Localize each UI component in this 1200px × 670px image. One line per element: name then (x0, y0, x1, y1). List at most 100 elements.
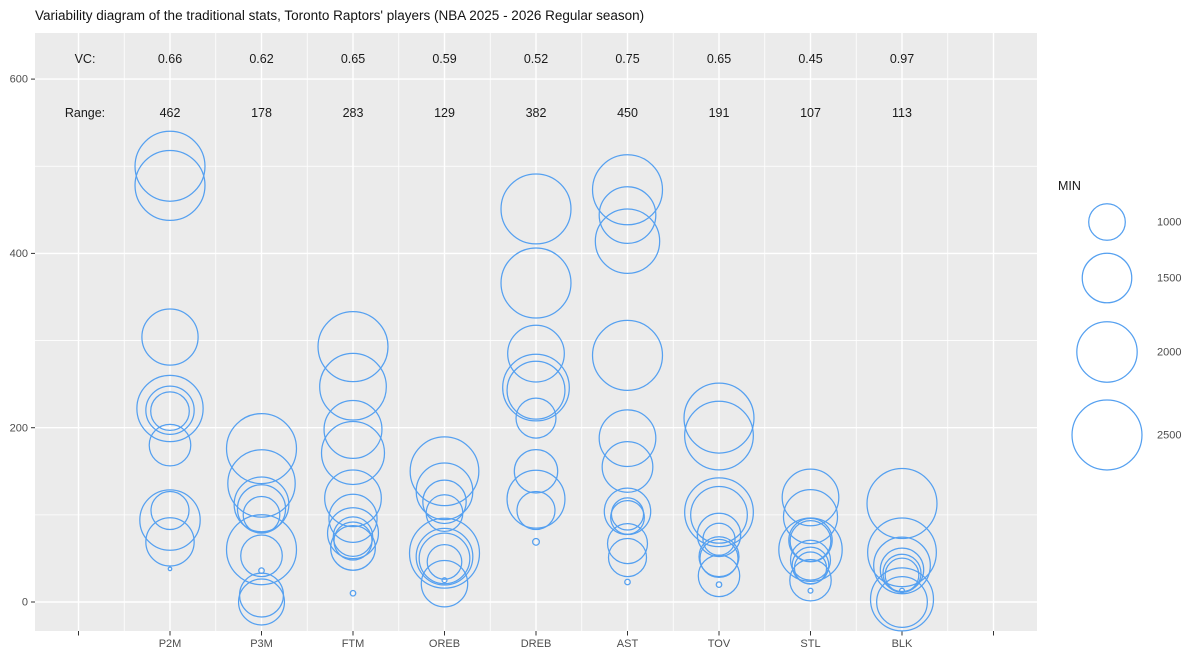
bubble (598, 409, 657, 468)
bubble (326, 507, 380, 560)
vc-value: 0.59 (432, 52, 456, 66)
legend-label: 1500 (1157, 273, 1181, 285)
x-tick-label: P2M (159, 638, 182, 650)
bubble (317, 311, 389, 383)
bubble (698, 536, 740, 578)
range-value: 113 (892, 106, 912, 120)
bubble (807, 587, 814, 594)
x-tick-label: P3M (250, 638, 273, 650)
bubble (624, 578, 631, 586)
bubble (145, 517, 195, 567)
legend-label: 2000 (1157, 347, 1181, 359)
bubble (136, 374, 204, 443)
range-value: 462 (160, 106, 181, 120)
bubble (225, 413, 298, 485)
bubble (876, 576, 928, 628)
bubble (696, 512, 742, 558)
vc-row-label: VC: (75, 52, 96, 66)
bubble (415, 527, 474, 586)
x-tick-label: FTM (342, 638, 365, 650)
bubble (789, 539, 832, 581)
vc-value: 0.65 (707, 52, 731, 66)
bubble (789, 558, 832, 602)
bubble (225, 514, 298, 586)
bubble (167, 566, 173, 572)
range-value: 191 (709, 106, 730, 120)
legend-title: MIN (1058, 179, 1081, 193)
bubble (699, 538, 739, 579)
bubble (516, 490, 556, 531)
range-value: 107 (800, 106, 821, 120)
bubble (898, 587, 906, 594)
vc-value: 0.97 (890, 52, 914, 66)
bubble (150, 391, 190, 432)
range-value: 129 (434, 106, 455, 120)
bubble (418, 532, 471, 585)
bubble (319, 352, 387, 421)
range-value: 178 (251, 106, 272, 120)
legend-circle (1071, 399, 1143, 471)
range-value: 450 (617, 106, 638, 120)
bubble (697, 554, 741, 598)
bubble (778, 517, 843, 583)
x-tick-label: AST (617, 638, 639, 650)
bubble (782, 488, 839, 545)
bubble (506, 360, 566, 420)
bubble (148, 423, 192, 467)
bubble (134, 149, 206, 222)
bubble (506, 469, 566, 529)
bubble (683, 382, 755, 454)
bubble (591, 319, 664, 391)
bubble (139, 489, 201, 551)
bubble (507, 324, 565, 383)
bubble (227, 449, 296, 518)
bubble (690, 485, 748, 544)
bubble (884, 557, 920, 593)
vc-value: 0.52 (524, 52, 548, 66)
y-tick-label: 200 (10, 422, 28, 434)
bubble (425, 494, 464, 533)
bubble (320, 420, 386, 486)
bubble (594, 208, 661, 274)
bubble (532, 537, 540, 546)
bubble (141, 308, 199, 366)
vc-value: 0.45 (798, 52, 822, 66)
bubble (330, 525, 376, 571)
bubble (607, 537, 648, 578)
bubble (781, 468, 840, 527)
bubble (869, 567, 935, 632)
vc-value: 0.75 (615, 52, 639, 66)
x-tick-label: STL (800, 638, 820, 650)
bubble (349, 589, 357, 597)
bubble (866, 467, 938, 540)
bubble (415, 462, 474, 521)
vc-value: 0.62 (249, 52, 273, 66)
bubble (328, 493, 378, 544)
range-row-label: Range: (65, 106, 105, 120)
chart-title: Variability diagram of the traditional s… (35, 8, 645, 23)
bubble (145, 385, 195, 436)
bubble (426, 544, 463, 580)
legend-circle (1088, 203, 1126, 241)
vc-value: 0.65 (341, 52, 365, 66)
bubble (422, 479, 467, 525)
bubble (409, 436, 480, 507)
bubble (591, 154, 664, 226)
bubble (240, 534, 283, 578)
range-value: 382 (526, 106, 547, 120)
legend-label: 2500 (1157, 430, 1181, 442)
y-tick-label: 0 (22, 597, 28, 609)
x-tick-label: TOV (708, 638, 731, 650)
bubble (684, 400, 754, 471)
bubble (867, 517, 937, 588)
legend-label: 1000 (1157, 217, 1181, 229)
bubble (237, 578, 286, 626)
bubble (502, 353, 570, 422)
bubble (606, 523, 649, 565)
bubble (515, 397, 557, 439)
y-tick-label: 400 (10, 248, 28, 260)
bubble (333, 521, 373, 561)
x-tick-label: OREB (429, 638, 460, 650)
bubble (513, 448, 559, 494)
